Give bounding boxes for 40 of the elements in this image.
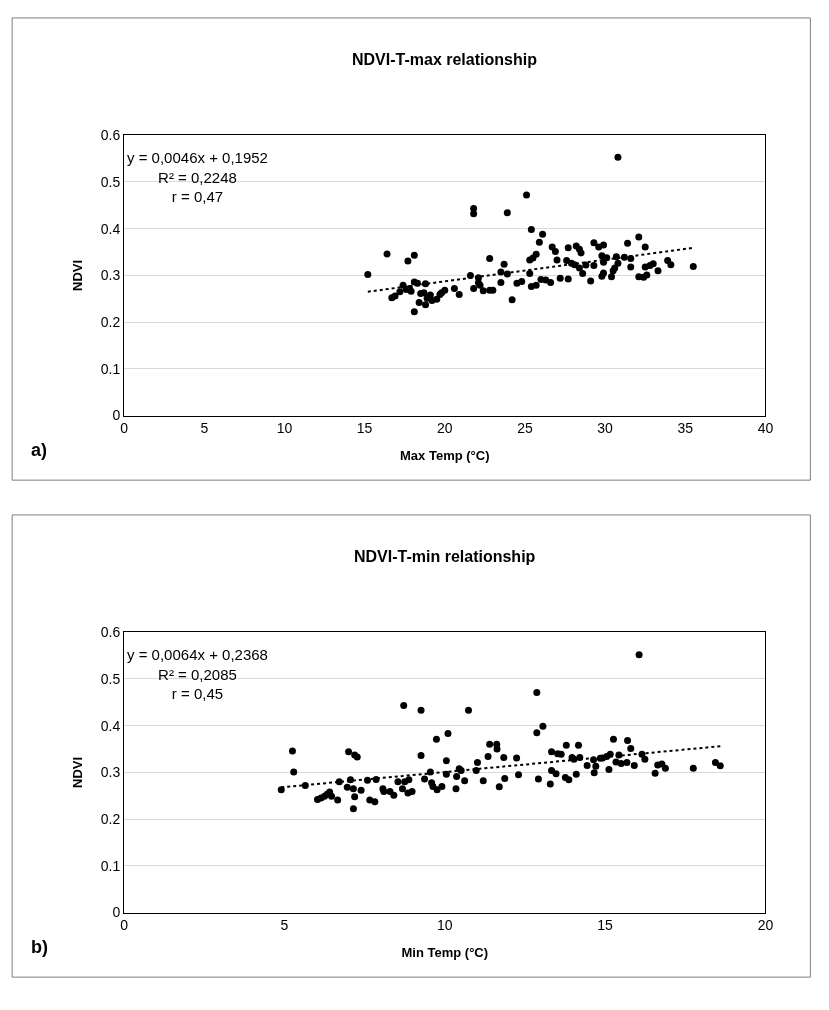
annotation: y = 0,0046x + 0,1952	[127, 149, 268, 166]
y-tick-label: 0.2	[100, 811, 121, 827]
y-tick-label: 0.6	[100, 127, 121, 144]
x-tick-label: 30	[597, 420, 614, 437]
y-tick-label: 0.3	[100, 764, 121, 781]
x-tick-label: 35	[677, 420, 694, 437]
annotation: r = 0,47	[171, 188, 224, 205]
annotation: r = 0,45	[171, 685, 224, 702]
y-tick-label: 0.2	[100, 314, 121, 330]
x-axis-title: Min Temp (°C)	[401, 944, 489, 960]
y-tick-label: 0	[112, 904, 121, 921]
y-tick-label: 0.6	[100, 624, 121, 641]
annotation: R² = 0,2248	[158, 168, 237, 186]
x-tick-label: 20	[757, 917, 774, 934]
x-tick-label: 10	[436, 917, 453, 934]
x-tick-label: 5	[280, 917, 289, 934]
chart-title: NDVI-T-max relationship	[352, 51, 538, 68]
annotation: y = 0,0064x + 0,2368	[127, 646, 268, 663]
x-tick-label: 40	[757, 420, 774, 437]
chart-title: NDVI-T-min relationship	[354, 548, 536, 565]
y-axis-title: NDVI	[69, 259, 85, 291]
y-tick-label: 0.1	[100, 857, 121, 874]
text: a)	[31, 440, 48, 460]
x-tick-label: 10	[276, 420, 293, 437]
y-tick-label: 0.4	[100, 220, 121, 237]
text: b)	[31, 937, 48, 957]
y-tick-label: 0.4	[100, 717, 121, 734]
y-tick-label: 0.5	[100, 173, 121, 190]
y-tick-label: 0.5	[100, 670, 121, 687]
x-tick-label: 15	[597, 917, 614, 934]
x-tick-label: 5	[200, 420, 209, 437]
x-tick-label: 15	[356, 420, 373, 437]
y-tick-label: 0.3	[100, 267, 121, 284]
x-tick-label: 25	[517, 420, 533, 437]
annotation: R² = 0,2085	[158, 665, 237, 683]
y-tick-label: 0.1	[100, 360, 121, 377]
y-axis-title: NDVI	[69, 756, 85, 788]
x-axis-title: Max Temp (°C)	[400, 447, 490, 463]
y-tick-label: 0	[112, 407, 121, 424]
x-tick-label: 20	[436, 420, 453, 437]
